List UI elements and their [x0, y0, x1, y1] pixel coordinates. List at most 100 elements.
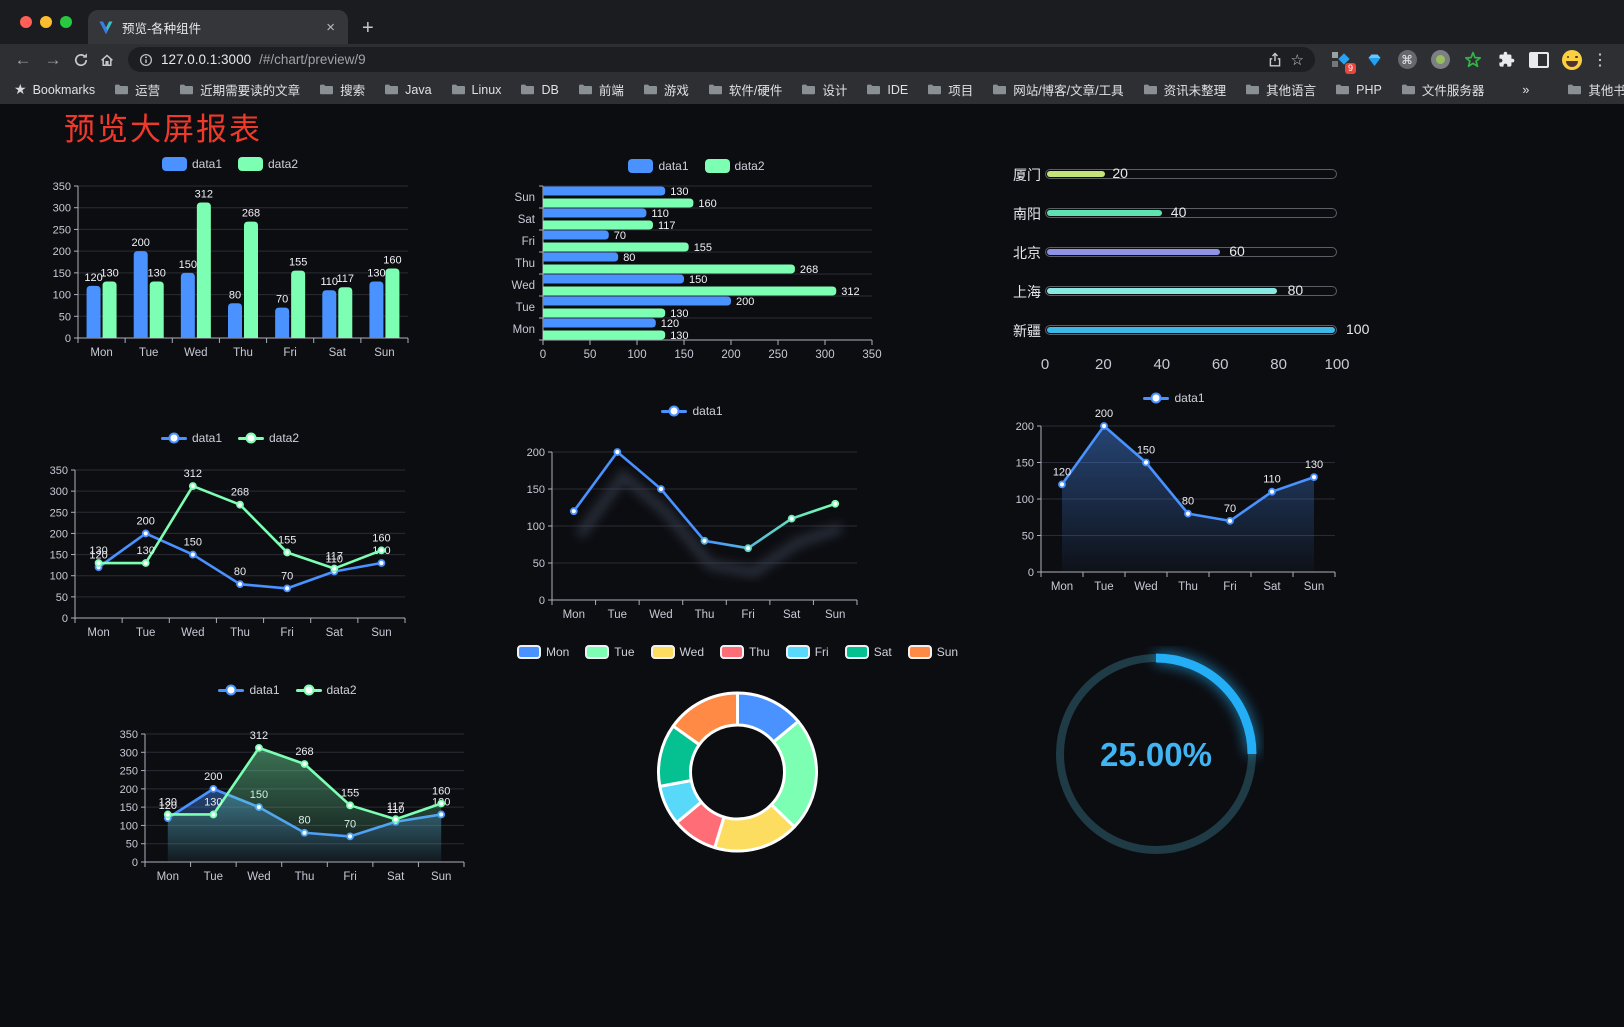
svg-text:Thu: Thu: [295, 871, 315, 883]
bookmark-folder-近期需要读的文章[interactable]: 近期需要读的文章: [179, 80, 300, 99]
bookmarks-lead[interactable]: ★ Bookmarks: [14, 81, 95, 98]
page-title: 预览大屏报表: [64, 112, 262, 147]
progress-label-上海: 上海: [1013, 284, 1041, 300]
legend-item-data1[interactable]: data1: [161, 157, 222, 171]
bookmark-folder-网站/博客/文章/工具[interactable]: 网站/博客/文章/工具: [992, 80, 1124, 99]
bookmark-folder-游戏[interactable]: 游戏: [643, 80, 689, 99]
svg-text:117: 117: [326, 551, 344, 563]
command-extension-icon[interactable]: ⌘: [1397, 50, 1417, 70]
home-icon[interactable]: [94, 52, 120, 68]
legend-item-data1[interactable]: data1: [218, 683, 280, 697]
legend-label: Mon: [545, 645, 570, 659]
svg-text:250: 250: [120, 766, 138, 778]
recorder-dot-extension-icon[interactable]: [1430, 50, 1450, 70]
bookmark-folder-设计[interactable]: 设计: [801, 80, 847, 99]
svg-text:Tue: Tue: [516, 302, 535, 314]
bookmarks-overflow-chevron[interactable]: »: [1522, 82, 1530, 97]
progress-value: 100: [1346, 321, 1370, 337]
bookmark-folder-其他语言[interactable]: 其他语言: [1245, 80, 1316, 99]
bookmark-star-icon[interactable]: ☆: [1290, 51, 1304, 69]
bookmark-folder-前端[interactable]: 前端: [578, 80, 624, 99]
donut-slice-Sun[interactable]: [671, 691, 739, 747]
back-icon[interactable]: ←: [14, 49, 32, 69]
url-path: /#/chart/preview/9: [259, 52, 366, 67]
svg-text:150: 150: [527, 484, 545, 496]
bookmark-folder-PHP[interactable]: PHP: [1335, 83, 1382, 97]
svg-text:50: 50: [533, 558, 545, 570]
legend-item-Sun[interactable]: Sun: [907, 645, 958, 659]
puzzle-extension-icon[interactable]: [1496, 50, 1516, 70]
legend-item-data1[interactable]: data1: [1143, 391, 1205, 405]
browser-tab[interactable]: 预览-各种组件 ×: [88, 10, 348, 44]
bookmark-folder-项目[interactable]: 项目: [927, 80, 973, 99]
svg-text:300: 300: [53, 203, 71, 215]
legend-swatch: [907, 645, 932, 659]
gem-extension-icon[interactable]: [1364, 50, 1384, 70]
progress-axis-tick: 40: [1153, 356, 1171, 373]
bookmark-folder-label: Linux: [471, 82, 502, 97]
svg-text:110: 110: [1263, 474, 1281, 486]
other-bookmarks[interactable]: 其他书签: [1567, 80, 1624, 99]
bookmark-folder-软件/硬件[interactable]: 软件/硬件: [708, 80, 782, 99]
new-tab-button[interactable]: +: [362, 17, 374, 39]
legend-item-Mon[interactable]: Mon: [516, 645, 570, 659]
browser-menu-icon[interactable]: ⋮: [1592, 51, 1608, 69]
emoji-face-extension-icon[interactable]: [1562, 49, 1582, 70]
legend-item-Thu[interactable]: Thu: [720, 645, 770, 659]
progress-track: [1045, 208, 1337, 218]
legend-item-Fri[interactable]: Fri: [785, 645, 829, 659]
bookmark-folder-Linux[interactable]: Linux: [451, 82, 502, 97]
legend-item-data2[interactable]: data2: [238, 157, 298, 171]
zoom-light[interactable]: [60, 16, 72, 28]
chart-donut: Mon Tue Wed Thu Fri Sat Sun: [516, 638, 958, 968]
folder-icon: [1246, 84, 1260, 95]
close-light[interactable]: [20, 16, 32, 28]
page-info-icon[interactable]: [139, 53, 153, 67]
reload-icon[interactable]: [68, 52, 94, 68]
legend-item-data1[interactable]: data1: [661, 404, 723, 418]
legend-item-data2[interactable]: data2: [238, 431, 299, 445]
svg-text:Fri: Fri: [343, 871, 356, 883]
split-view-extension-icon[interactable]: [1529, 50, 1549, 70]
address-bar[interactable]: 127.0.0.1:3000 /#/chart/preview/9 ☆: [128, 47, 1315, 72]
legend-label: Tue: [614, 645, 635, 659]
legend-item-data1[interactable]: data1: [628, 159, 689, 173]
chart-line-area-double: data1 data2 0 50 100 150 200 250 300 350 Mon Tue Wed…: [100, 678, 475, 896]
legend-item-data2[interactable]: data2: [704, 159, 765, 173]
legend-item-data2[interactable]: data2: [295, 683, 357, 697]
svg-text:250: 250: [50, 507, 68, 519]
progress-axis-tick: 0: [1040, 356, 1050, 373]
legend-item-Sat[interactable]: Sat: [844, 645, 892, 659]
share-icon[interactable]: [1267, 52, 1283, 68]
bookmark-folder-Java[interactable]: Java: [384, 83, 432, 97]
legend-label: data1: [1174, 391, 1205, 405]
folder-icon: [385, 84, 399, 95]
svg-text:268: 268: [242, 208, 260, 220]
svg-text:130: 130: [204, 796, 222, 808]
bookmark-folder-搜索[interactable]: 搜索: [319, 80, 365, 99]
bookmark-folder-资讯未整理[interactable]: 资讯未整理: [1143, 80, 1226, 99]
bookmark-folder-文件服务器[interactable]: 文件服务器: [1401, 80, 1484, 99]
bookmark-folder-DB[interactable]: DB: [520, 83, 559, 97]
progress-label-北京: 北京: [1013, 245, 1041, 261]
minimize-light[interactable]: [40, 16, 52, 28]
progress-fill: [1047, 249, 1220, 255]
svg-text:Fri: Fri: [280, 627, 293, 639]
legend-item-data1[interactable]: data1: [160, 431, 222, 445]
progress-track: [1045, 325, 1337, 335]
svg-text:Tue: Tue: [608, 609, 627, 621]
bookmark-folder-运营[interactable]: 运营: [114, 80, 160, 99]
bookmark-folder-IDE[interactable]: IDE: [866, 83, 908, 97]
green-star-extension-icon[interactable]: [1463, 50, 1483, 70]
legend-label: data2: [268, 157, 299, 171]
tab-close-icon[interactable]: ×: [326, 18, 335, 36]
svg-text:268: 268: [800, 264, 818, 276]
forward-icon[interactable]: →: [44, 49, 62, 69]
folder-icon: [451, 84, 465, 95]
legend-item-Wed[interactable]: Wed: [650, 645, 704, 659]
svg-text:Sat: Sat: [518, 214, 536, 226]
script-manager-extension-icon[interactable]: 9: [1331, 50, 1356, 74]
legend-item-Tue[interactable]: Tue: [585, 645, 635, 659]
progress-value: 80: [1287, 282, 1304, 298]
svg-text:130: 130: [100, 268, 118, 280]
